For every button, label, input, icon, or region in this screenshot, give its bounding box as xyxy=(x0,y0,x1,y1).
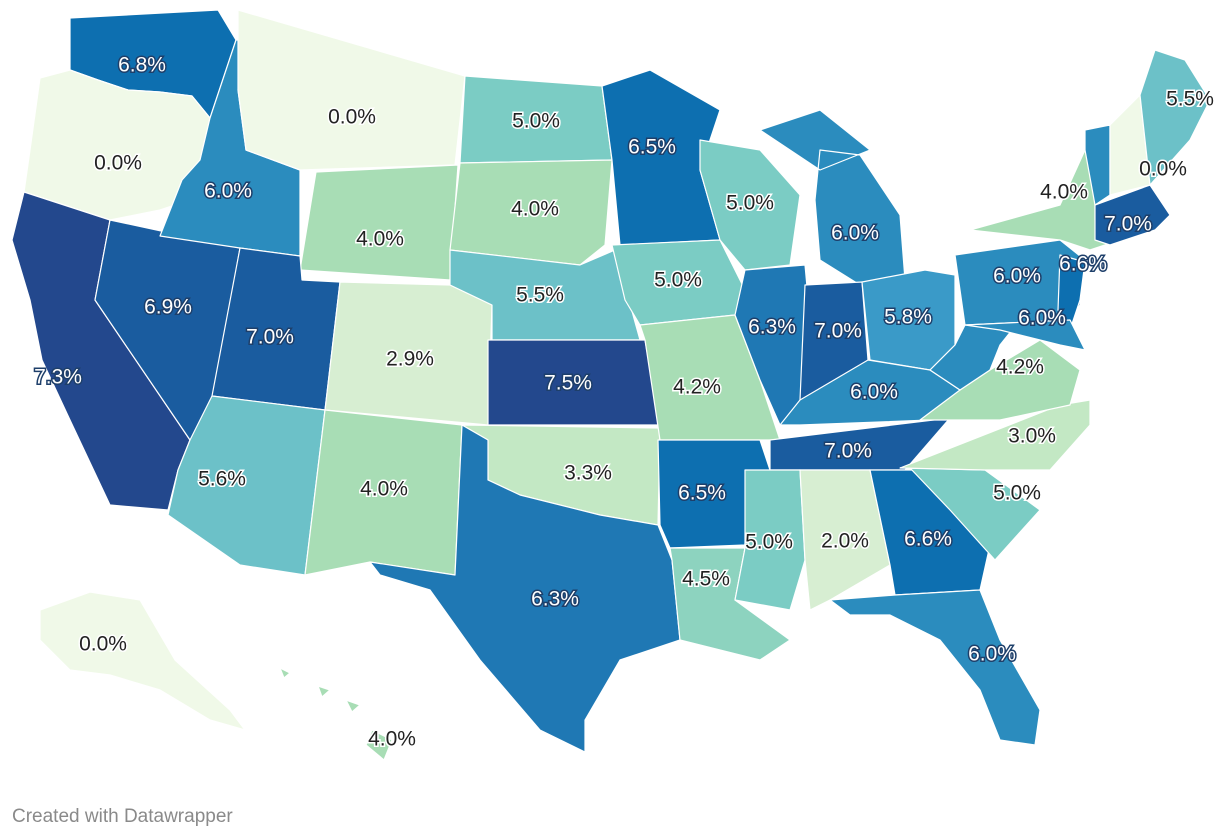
state-sd[interactable] xyxy=(449,159,613,266)
state-label-in: 7.0% xyxy=(814,320,862,343)
state-label-ut: 7.0% xyxy=(246,326,294,349)
state-label-la: 4.5% xyxy=(682,568,730,591)
state-label-wa: 6.8% xyxy=(118,54,166,77)
state-label-il: 6.3% xyxy=(748,316,796,339)
state-wi[interactable] xyxy=(699,139,801,271)
state-label-wy: 4.0% xyxy=(356,228,404,251)
state-label-ar: 6.5% xyxy=(678,482,726,505)
state-label-tx: 6.3% xyxy=(531,588,579,611)
state-label-va: 4.2% xyxy=(996,356,1044,379)
state-label-wi: 5.0% xyxy=(726,192,774,215)
state-label-tn: 7.0% xyxy=(824,440,872,463)
state-md[interactable] xyxy=(964,319,1086,351)
state-label-sc: 5.0% xyxy=(993,482,1041,505)
state-label-me: 5.5% xyxy=(1166,88,1214,111)
state-label-id: 6.0% xyxy=(204,180,252,203)
state-mt[interactable] xyxy=(237,9,466,171)
credit-footer[interactable]: Created with Datawrapper xyxy=(12,806,233,827)
state-label-ct: 7.0% xyxy=(1104,213,1152,236)
state-label-nd: 5.0% xyxy=(512,110,560,133)
state-label-nc: 3.0% xyxy=(1008,425,1056,448)
state-label-ak: 0.0% xyxy=(79,633,127,656)
state-label-wv: 6.0% xyxy=(1018,307,1066,330)
state-label-pa: 6.0% xyxy=(993,265,1041,288)
state-label-oh: 5.8% xyxy=(884,306,932,329)
state-label-co: 2.9% xyxy=(386,348,434,371)
state-label-az: 5.6% xyxy=(198,468,246,491)
state-label-md: 6.0% xyxy=(1018,307,1066,330)
state-label-ks: 7.5% xyxy=(544,372,592,395)
state-label-mn: 6.5% xyxy=(628,136,676,159)
state-label-nh: 0.0% xyxy=(1139,158,1187,181)
state-label-mi: 6.0% xyxy=(831,222,879,245)
state-nj[interactable] xyxy=(1057,254,1086,331)
state-label-ca: 7.3% xyxy=(34,366,82,389)
state-label-al: 2.0% xyxy=(821,530,869,553)
state-label-ne: 5.5% xyxy=(516,284,564,307)
state-ak[interactable] xyxy=(39,591,246,731)
state-me[interactable] xyxy=(1139,49,1211,186)
state-label-ky: 6.0% xyxy=(850,381,898,404)
state-vt[interactable] xyxy=(1084,124,1111,206)
state-label-ms: 5.0% xyxy=(745,531,793,554)
state-label-ia: 5.0% xyxy=(654,269,702,292)
state-label-fl: 6.0% xyxy=(968,643,1016,666)
state-label-nj: 6.6% xyxy=(1059,253,1107,276)
state-label-ok: 3.3% xyxy=(564,462,612,485)
state-label-ga: 6.6% xyxy=(904,528,952,551)
state-label-hi: 4.0% xyxy=(368,728,416,751)
state-label-or: 0.0% xyxy=(94,152,142,175)
states-layer xyxy=(11,9,1211,761)
state-label-nm: 4.0% xyxy=(360,478,408,501)
state-wy[interactable] xyxy=(299,164,459,281)
labels-layer: 6.8% 0.0% 7.3% 6.9% 6.0% 0.0% 4.0% 7.0% 5.6% 2.9%… xyxy=(33,52,1216,752)
state-fl[interactable] xyxy=(829,589,1041,746)
state-label-ny: 4.0% xyxy=(1040,181,1088,204)
state-hi[interactable] xyxy=(279,667,393,761)
state-label-mt: 0.0% xyxy=(328,106,376,129)
state-label-nv: 6.9% xyxy=(144,296,192,319)
state-label-mo: 4.2% xyxy=(673,376,721,399)
state-label-sd: 4.0% xyxy=(511,198,559,221)
